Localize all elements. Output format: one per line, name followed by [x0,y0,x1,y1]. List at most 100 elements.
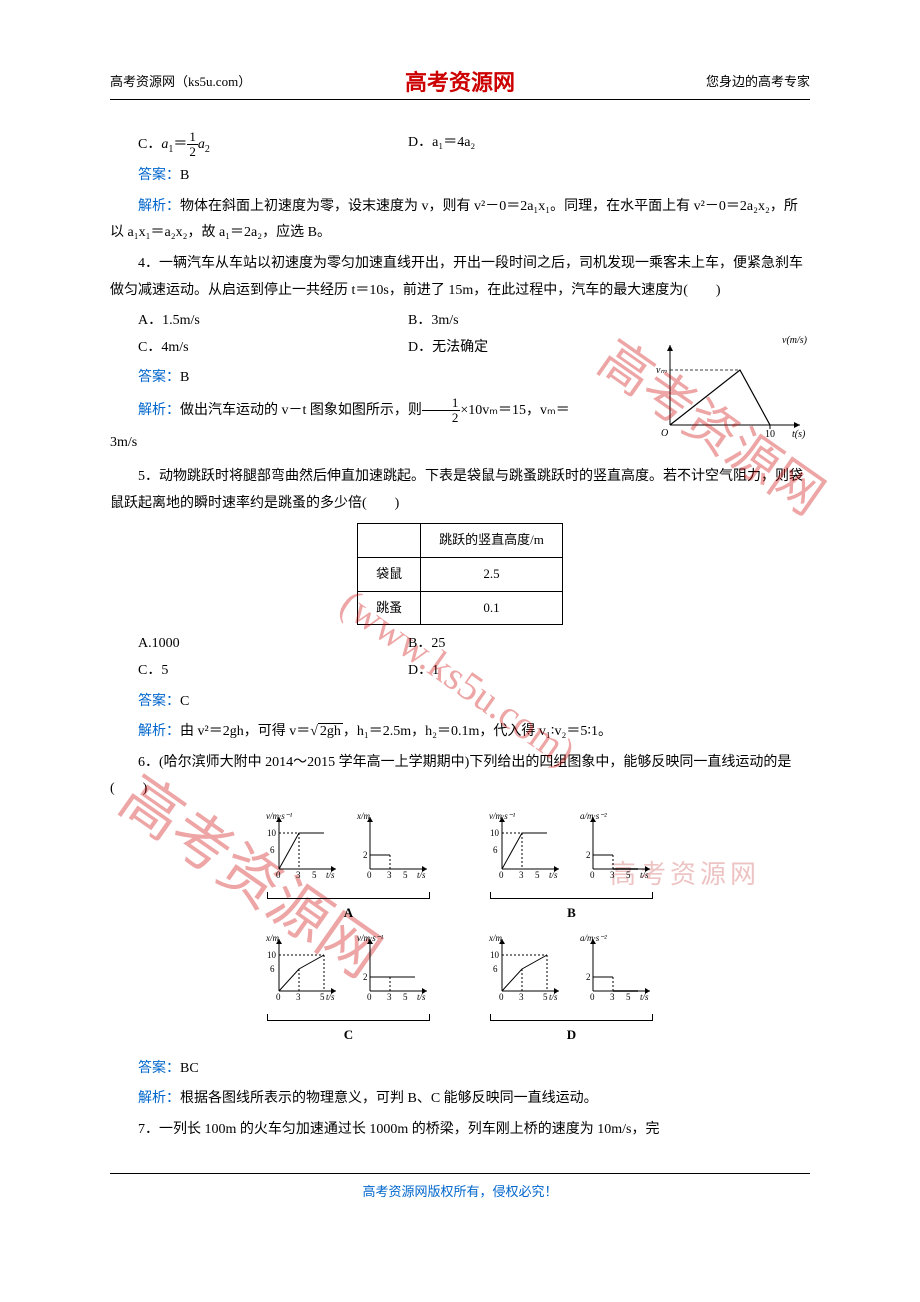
svg-text:x/m: x/m [265,933,279,943]
q7-stem: 7．一列长 100m 的火车匀加速通过长 1000m 的桥梁，列车刚上桥的速度为… [110,1117,810,1144]
chart-a2: 2035t/sx/m [355,811,433,892]
svg-text:2: 2 [363,850,368,860]
graph-xmark: 10 [765,429,775,440]
chart-c2: 2035t/sv/m·s⁻¹ [355,933,433,1014]
group-label-a: A [259,901,439,926]
table-cell-animal: 袋鼠 [358,558,421,592]
explain-label: 解析： [138,724,180,739]
table-row: 跳蚤 0.1 [358,591,563,625]
svg-text:6: 6 [493,845,498,855]
svg-text:3: 3 [519,992,524,1002]
chart-group-c: 106035t/sx/m 2035t/sv/m·s⁻¹ C [259,933,439,1047]
q3-explain: 解析：物体在斜面上初速度为零，设末速度为 v，则有 v²－0＝2a₁x₁。同理，… [110,194,810,247]
q6-stem: 6．(哈尔滨师大附中 2014～2015 学年高一上学期期中)下列给出的四组图象… [110,750,810,803]
q4-option-d: D．无法确定 [408,335,488,362]
explain-label: 解析： [138,1091,180,1106]
answer-text: C [180,694,189,709]
bracket [267,1014,431,1021]
bracket [267,892,431,899]
svg-text:t/s: t/s [640,992,649,1002]
eq-sign: ＝ [173,137,187,152]
svg-text:2: 2 [586,850,591,860]
chart-c1: 10 6 0 3 5t/s x/m [264,933,342,1014]
vt-graph: v(m/s) vₘ O 10 t(s) [650,335,810,445]
svg-text:v/m·s⁻¹: v/m·s⁻¹ [266,811,292,821]
answer-label: 答案： [138,168,180,183]
svg-text:10: 10 [267,950,277,960]
group-label-b: B [482,901,662,926]
page-footer: 高考资源网版权所有，侵权必究！ [110,1173,810,1205]
q4-option-c: C．4m/s [138,335,408,362]
svg-text:0: 0 [276,870,281,880]
q5-options-ab: A.1000 B．25 [138,631,810,658]
q6-answer: 答案：BC [110,1056,810,1083]
frac-den: 2 [187,145,198,159]
frac-den: 2 [422,411,461,425]
svg-text:3: 3 [387,992,392,1002]
svg-text:0: 0 [590,870,595,880]
q5-table: 跳跃的竖直高度/m 袋鼠 2.5 跳蚤 0.1 [357,523,563,625]
svg-text:10: 10 [267,828,277,838]
q3-option-c: C．a1＝12a2 [138,130,408,160]
svg-text:6: 6 [270,845,275,855]
svg-text:t/s: t/s [549,870,558,880]
svg-text:0: 0 [499,992,504,1002]
svg-text:3: 3 [610,870,615,880]
q4-option-a: A．1.5m/s [138,308,408,335]
explain-text: 根据各图线所表示的物理意义，可判 B、C 能够反映同一直线运动。 [180,1091,598,1106]
svg-text:t/s: t/s [417,870,426,880]
bracket [490,892,654,899]
svg-text:5: 5 [626,992,631,1002]
svg-text:0: 0 [276,992,281,1002]
q3-option-d: D．a₁＝4a₂ [408,130,475,160]
q5-options-cd: C．5 D．1 [138,658,810,685]
svg-text:t/s: t/s [326,870,335,880]
group-label-d: D [482,1023,662,1048]
chart-group-b: 106035t/sv/m·s⁻¹ 2035t/sa/m·s⁻² B [482,811,662,925]
explain-post: ，h₁＝2.5m，h₂＝0.1m，代入得 v₁∶v₂＝5∶1。 [343,724,612,739]
answer-text: BC [180,1061,199,1076]
explain-pre: 做出汽车运动的 v－t 图象如图所示，则 [180,403,422,418]
q5-explain: 解析：由 v²＝2gh，可得 v＝√2gh，h₁＝2.5m，h₂＝0.1m，代入… [110,719,810,746]
svg-text:t/s: t/s [326,992,335,1002]
q6-charts-row1: 106035t/sv/m·s⁻¹ 2035t/sx/m A 106035t/sv… [110,811,810,925]
answer-text: B [180,168,189,183]
svg-text:0: 0 [590,992,595,1002]
svg-text:6: 6 [270,964,275,974]
var-a2: a [198,137,205,152]
svg-text:3: 3 [610,992,615,1002]
header-right: 您身边的高考专家 [706,70,810,95]
group-label-c: C [259,1023,439,1048]
explain-mid: ×10vₘ＝15，vₘ＝ [460,403,569,418]
svg-text:5: 5 [320,992,325,1002]
q5-stem: 5．动物跳跃时将腿部弯曲然后伸直加速跳起。下表是袋鼠与跳蚤跳跃时的竖直高度。若不… [110,464,810,517]
q3-options-cd: C．a1＝12a2 D．a₁＝4a₂ [138,130,810,160]
graph-origin: O [661,428,668,439]
svg-text:10: 10 [490,950,500,960]
q4-options-cd: C．4m/s D．无法确定 [138,335,640,362]
svg-text:v/m·s⁻¹: v/m·s⁻¹ [357,933,383,943]
table-row: 袋鼠 2.5 [358,558,563,592]
answer-label: 答案： [138,1061,180,1076]
graph-ymark: vₘ [656,365,667,376]
table-cell-height: 2.5 [421,558,563,592]
q6-explain: 解析：根据各图线所表示的物理意义，可判 B、C 能够反映同一直线运动。 [110,1086,810,1113]
svg-text:0: 0 [499,870,504,880]
chart-group-d: 106035t/sx/m 2035t/sa/m·s⁻² D [482,933,662,1047]
sub-2: 2 [205,144,210,155]
frac-num: 1 [422,396,461,411]
bracket [490,1014,654,1021]
svg-text:0: 0 [367,992,372,1002]
explain-pre: 由 v²＝2gh，可得 v＝ [180,724,310,739]
svg-text:10: 10 [490,828,500,838]
q4-options-ab: A．1.5m/s B．3m/s [138,308,810,335]
svg-text:3: 3 [296,992,301,1002]
q5-answer: 答案：C [110,689,810,716]
svg-text:3: 3 [296,870,301,880]
svg-text:5: 5 [403,870,408,880]
svg-text:5: 5 [403,992,408,1002]
explain-label: 解析： [138,199,180,214]
svg-text:5: 5 [312,870,317,880]
svg-text:a/m·s⁻²: a/m·s⁻² [580,811,607,821]
svg-text:5: 5 [543,992,548,1002]
